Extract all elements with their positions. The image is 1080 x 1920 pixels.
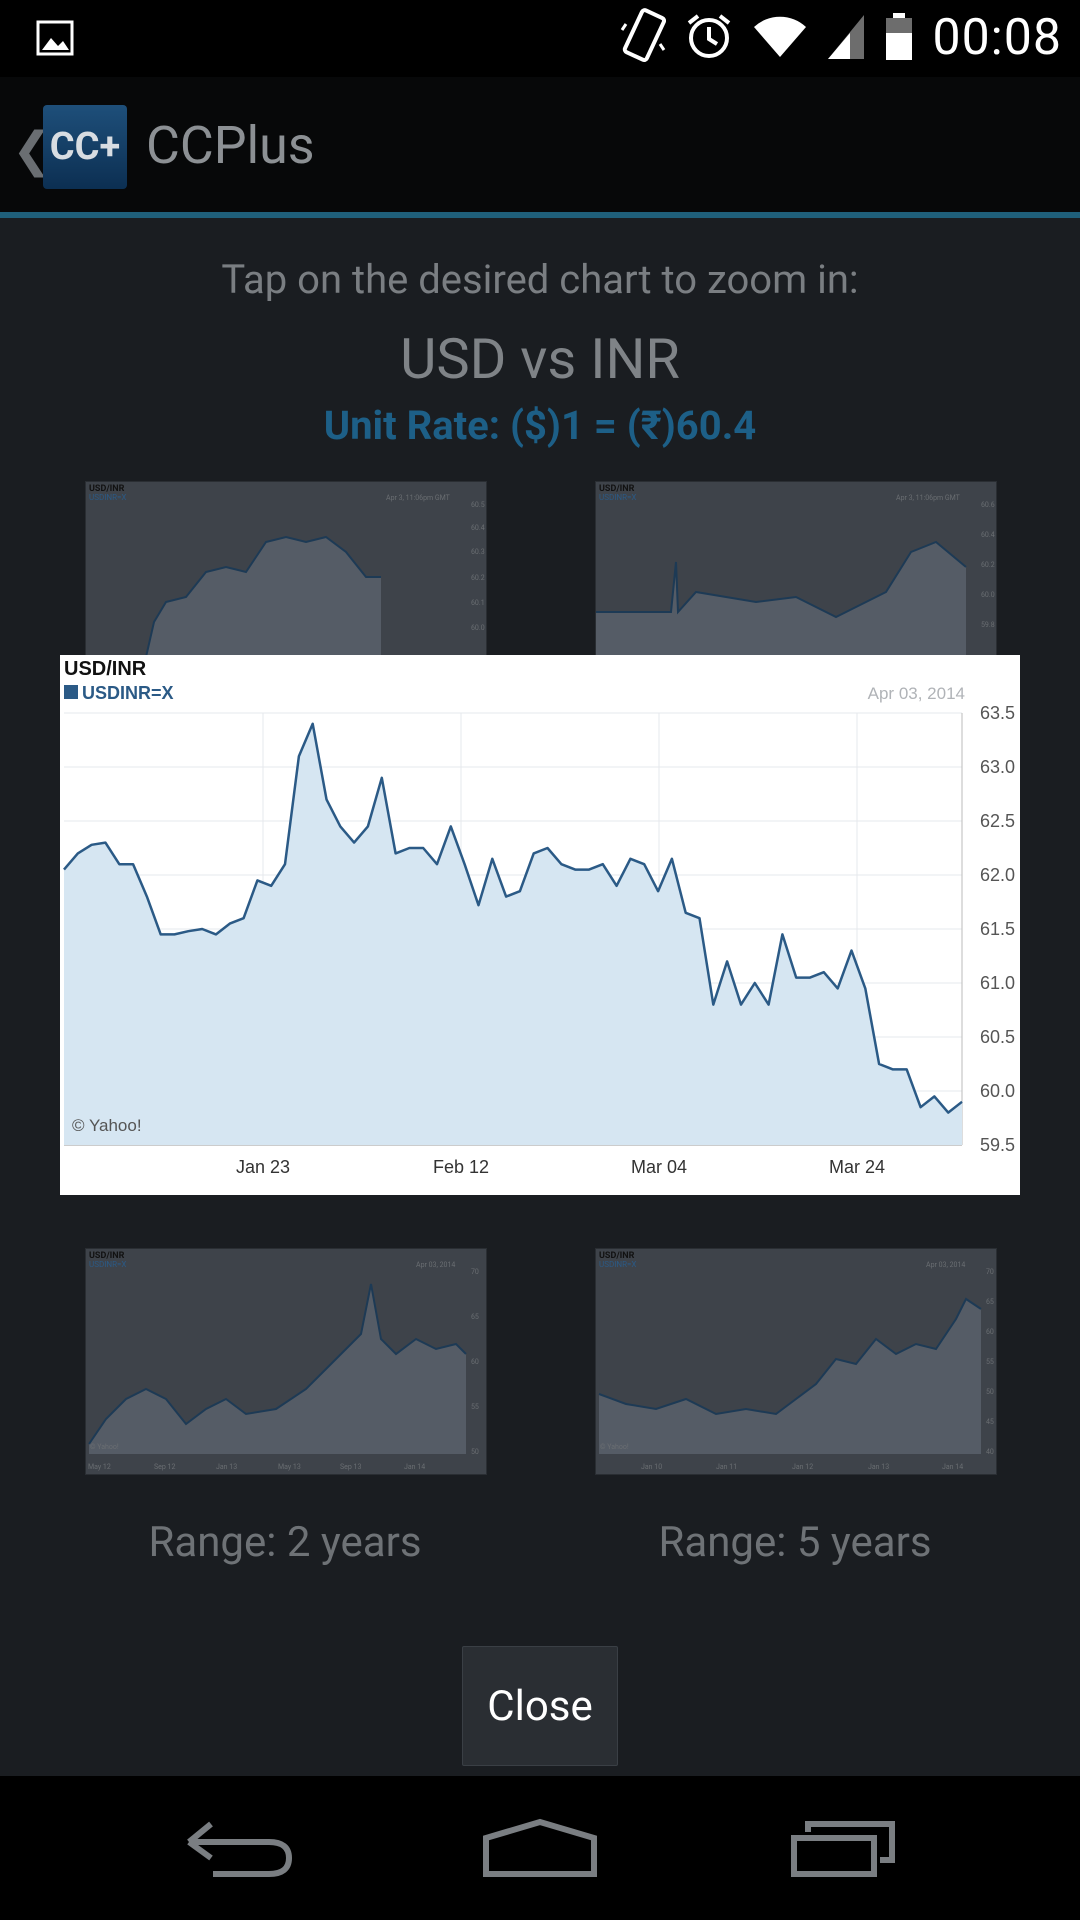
home-nav-button[interactable] (480, 1806, 600, 1890)
thumb-date: Apr 3, 11:06pm GMT (386, 494, 451, 502)
currency-pair-title: USD vs INR (400, 326, 680, 392)
usd-inr-3m-chart: USD/INR USDINR=X Apr 03, 2014 63.5 63.0 62… (60, 655, 1020, 1195)
thumb-legend: USDINR=X (89, 1260, 126, 1269)
svg-text:50: 50 (471, 1448, 479, 1456)
series-line (63, 722, 963, 1114)
thumbnail-chart-2y[interactable]: USD/INR USDINR=X Apr 03, 2014 © Yahoo! 7… (85, 1248, 487, 1475)
svg-text:Sep 12: Sep 12 (154, 1463, 175, 1471)
svg-text:Jan 11: Jan 11 (716, 1463, 737, 1471)
action-bar: ❮ CC+ CCPlus (0, 77, 1080, 215)
thumb-date: Apr 3, 11:06pm GMT (896, 494, 961, 502)
legend-swatch (64, 685, 78, 699)
thumb-legend: USDINR=X (599, 1260, 636, 1269)
image-icon (36, 20, 74, 60)
y-tick-label: 63.0 (980, 757, 1015, 777)
legend-label: USDINR=X (82, 683, 174, 703)
svg-text:60.0: 60.0 (471, 624, 485, 632)
y-tick-label: 62.0 (980, 865, 1015, 885)
chart-date: Apr 03, 2014 (868, 684, 965, 703)
range-label-5y: Range: 5 years (658, 1518, 932, 1567)
instruction-text: Tap on the desired chart to zoom in: (221, 256, 859, 303)
y-tick-label: 63.5 (980, 703, 1015, 723)
svg-text:70: 70 (471, 1268, 479, 1276)
y-tick-label: 59.5 (980, 1135, 1015, 1155)
svg-text:40: 40 (986, 1448, 994, 1456)
svg-text:55: 55 (986, 1358, 994, 1366)
thumbnail-chart-5y[interactable]: USD/INR USDINR=X Apr 03, 2014 © Yahoo! 7… (595, 1248, 997, 1475)
svg-text:60: 60 (471, 1358, 479, 1366)
status-bar: 00:08 (0, 0, 1080, 77)
svg-text:60: 60 (986, 1328, 994, 1336)
svg-text:60.3: 60.3 (471, 548, 485, 556)
svg-text:70: 70 (986, 1268, 994, 1276)
close-button[interactable]: Close (462, 1646, 618, 1766)
svg-text:Jan 14: Jan 14 (404, 1463, 425, 1471)
svg-text:45: 45 (986, 1418, 994, 1426)
chart-credit: © Yahoo! (72, 1116, 142, 1135)
x-tick-label: Mar 04 (631, 1157, 687, 1177)
wifi-icon (752, 13, 808, 63)
alarm-icon (684, 11, 734, 65)
back-nav-button[interactable] (180, 1806, 300, 1890)
svg-text:60.2: 60.2 (981, 561, 995, 569)
svg-text:Jan 13: Jan 13 (216, 1463, 237, 1471)
svg-text:May 12: May 12 (88, 1463, 111, 1471)
clock-time: 00:08 (932, 9, 1062, 67)
x-tick-label: Feb 12 (433, 1157, 489, 1177)
svg-text:Sep 13: Sep 13 (340, 1463, 361, 1471)
x-tick-label: Jan 23 (236, 1157, 290, 1177)
svg-text:60.2: 60.2 (471, 574, 485, 582)
vibrate-icon (620, 6, 667, 70)
svg-text:60.0: 60.0 (981, 591, 995, 599)
svg-text:60.4: 60.4 (981, 531, 995, 539)
svg-text:60.1: 60.1 (471, 599, 485, 607)
thumb-legend: USDINR=X (89, 493, 126, 502)
thumb-legend: USDINR=X (599, 493, 636, 502)
battery-icon (884, 11, 914, 65)
thumb-title: USD/INR (599, 1251, 635, 1261)
x-tick-label: Mar 24 (829, 1157, 885, 1177)
y-tick-label: 61.5 (980, 919, 1015, 939)
svg-text:60.6: 60.6 (981, 501, 995, 509)
svg-text:Jan 14: Jan 14 (942, 1463, 963, 1471)
svg-text:60.4: 60.4 (471, 524, 485, 532)
thumb-credit: © Yahoo! (90, 1443, 119, 1451)
thumb-date: Apr 03, 2014 (416, 1261, 455, 1269)
svg-text:50: 50 (986, 1388, 994, 1396)
svg-text:Jan 13: Jan 13 (868, 1463, 889, 1471)
zoomed-chart[interactable]: USD/INR USDINR=X Apr 03, 2014 63.5 63.0 62… (60, 655, 1020, 1195)
svg-text:59.8: 59.8 (981, 621, 995, 629)
svg-text:60.5: 60.5 (471, 501, 485, 509)
thumb-credit: © Yahoo! (600, 1443, 629, 1451)
app-logo[interactable]: CC+ (43, 105, 127, 189)
thumb-date: Apr 03, 2014 (926, 1261, 965, 1269)
y-tick-label: 61.0 (980, 973, 1015, 993)
chart-title: USD/INR (64, 658, 147, 680)
recent-apps-icon (791, 1821, 895, 1877)
unit-rate-text: Unit Rate: ($)1 = (₹)60.4 (323, 402, 757, 449)
action-bar-divider (0, 212, 1080, 218)
y-tick-label: 60.5 (980, 1027, 1015, 1047)
y-tick-label: 62.5 (980, 811, 1015, 831)
series-area (64, 723, 962, 1145)
svg-text:65: 65 (471, 1313, 479, 1321)
y-tick-label: 60.0 (980, 1081, 1015, 1101)
navigation-bar (0, 1776, 1080, 1920)
back-arrow-icon (187, 1821, 293, 1877)
cell-signal-icon (826, 13, 866, 63)
thumb-title: USD/INR (89, 484, 125, 494)
svg-text:55: 55 (471, 1403, 479, 1411)
home-icon (483, 1818, 597, 1877)
thumb-title: USD/INR (89, 1251, 125, 1261)
thumb-title: USD/INR (599, 484, 635, 494)
svg-text:May 13: May 13 (278, 1463, 301, 1471)
svg-text:65: 65 (986, 1298, 994, 1306)
svg-text:Jan 12: Jan 12 (792, 1463, 813, 1471)
range-label-2y: Range: 2 years (148, 1518, 422, 1567)
app-title: CCPlus (146, 115, 315, 176)
recents-nav-button[interactable] (780, 1806, 900, 1890)
svg-text:Jan 10: Jan 10 (641, 1463, 662, 1471)
